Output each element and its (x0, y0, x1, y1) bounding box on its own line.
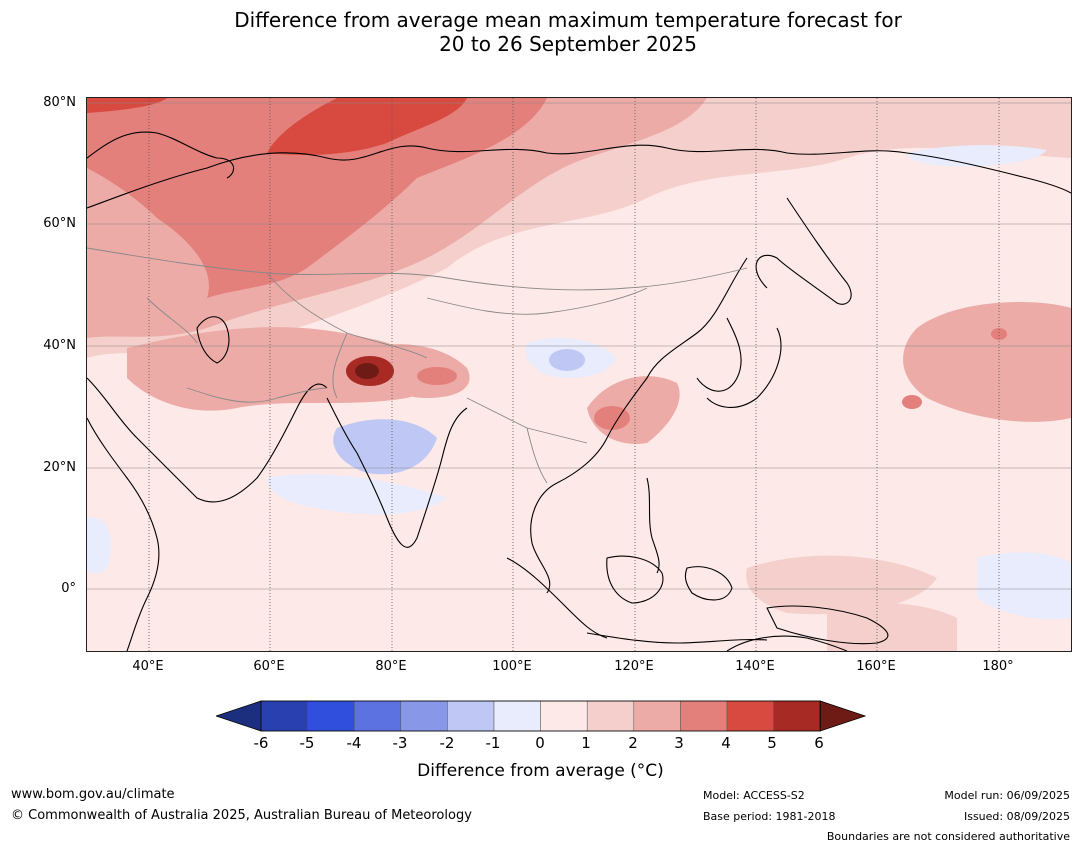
anomaly-equatorial-cool (977, 552, 1071, 620)
anomaly-china-cool-core (549, 349, 585, 371)
anomaly-south-warm (827, 602, 957, 651)
lon-label-120e: 120°E (614, 659, 654, 674)
colorbar-tick: 6 (814, 734, 824, 752)
lon-label-40e: 40°E (132, 659, 164, 674)
colorbar-cell (680, 700, 728, 732)
chart-title: Difference from average mean maximum tem… (0, 8, 1081, 56)
forecast-map (86, 97, 1072, 652)
colorbar-tick: 1 (581, 734, 591, 752)
colorbar-cell (400, 700, 448, 732)
colorbar-cell (540, 700, 588, 732)
colorbar (216, 700, 866, 732)
colorbar-cell (773, 700, 821, 732)
lon-label-160e: 160°E (856, 659, 896, 674)
colorbar-tick: 4 (721, 734, 731, 752)
model-run-text: Model run: 06/09/2025 (944, 789, 1070, 802)
anomaly-tibet-band (367, 344, 470, 398)
lon-label-180: 180° (982, 659, 1014, 674)
colorbar-tick: 0 (535, 734, 545, 752)
anomaly-arabian-sea-cool (267, 474, 447, 515)
colorbar-cell (633, 700, 681, 732)
lon-label-80e: 80°E (375, 659, 407, 674)
colorbar-cell (353, 700, 402, 732)
colorbar-extend-low (216, 700, 262, 732)
map-svg (87, 98, 1071, 651)
colorbar-cell (726, 700, 774, 732)
anomaly-hotspot-inner (355, 363, 379, 379)
colorbar-cell (307, 700, 355, 732)
colorbar-cell (586, 700, 635, 732)
colorbar-tick: 5 (767, 734, 777, 752)
colorbar-tick: 3 (674, 734, 684, 752)
lon-label-140e: 140°E (735, 659, 775, 674)
lat-label-80n: 80°N (43, 95, 76, 110)
anomaly-india-cool (333, 419, 437, 475)
title-line-1: Difference from average mean maximum tem… (234, 8, 902, 32)
title-line-2: 20 to 26 September 2025 (439, 32, 697, 56)
anomaly-indonesia-warm (746, 555, 937, 615)
anomaly-3-4-north (87, 98, 547, 298)
anomaly-arctic-cool (907, 145, 1047, 167)
anomaly-4-5-arctic (267, 98, 467, 155)
colorbar-cell (493, 700, 541, 732)
colorbar-cells (216, 700, 866, 732)
website-link[interactable]: www.bom.gov.au/climate (11, 787, 175, 802)
latitude-gridlines (87, 102, 1071, 590)
anomaly-4-5-nw (87, 98, 167, 113)
colorbar-tick: -5 (299, 734, 315, 752)
colorbar-outline (260, 700, 821, 732)
colorbar-extend-high (819, 700, 866, 732)
base-period-text: Base period: 1981-2018 (703, 810, 836, 823)
country-borders (87, 247, 748, 484)
colorbar-tick: -2 (439, 734, 455, 752)
coastlines (87, 131, 1071, 651)
issued-text: Issued: 08/09/2025 (963, 810, 1070, 823)
anomaly-pacific-spot (902, 395, 922, 409)
anomaly-east-china-core (594, 406, 630, 430)
copyright-text: © Commonwealth of Australia 2025, Austra… (11, 808, 472, 823)
colorbar-tick: -4 (346, 734, 362, 752)
lon-label-100e: 100°E (492, 659, 532, 674)
colorbar-tick: -1 (485, 734, 501, 752)
lat-label-20n: 20°N (43, 460, 76, 475)
colorbar-tick: -6 (253, 734, 269, 752)
anomaly-africa-cool (87, 517, 111, 574)
colorbar-cell (260, 700, 308, 732)
lat-label-60n: 60°N (43, 216, 76, 231)
anomaly-pacific-warm (903, 302, 1071, 422)
lat-label-0: 0° (61, 581, 76, 596)
colorbar-tick: -3 (392, 734, 408, 752)
boundaries-note: Boundaries are not considered authoritat… (826, 830, 1070, 843)
anomaly-tibet-core (417, 367, 457, 385)
colorbar-label: Difference from average (°C) (417, 761, 664, 781)
colorbar-tick: 2 (628, 734, 638, 752)
longitude-gridlines (148, 98, 1000, 651)
colorbar-cell (447, 700, 495, 732)
model-text: Model: ACCESS-S2 (703, 789, 805, 802)
anomaly-pacific-core (991, 328, 1007, 340)
lat-label-40n: 40°N (43, 338, 76, 353)
lon-label-60e: 60°E (253, 659, 285, 674)
